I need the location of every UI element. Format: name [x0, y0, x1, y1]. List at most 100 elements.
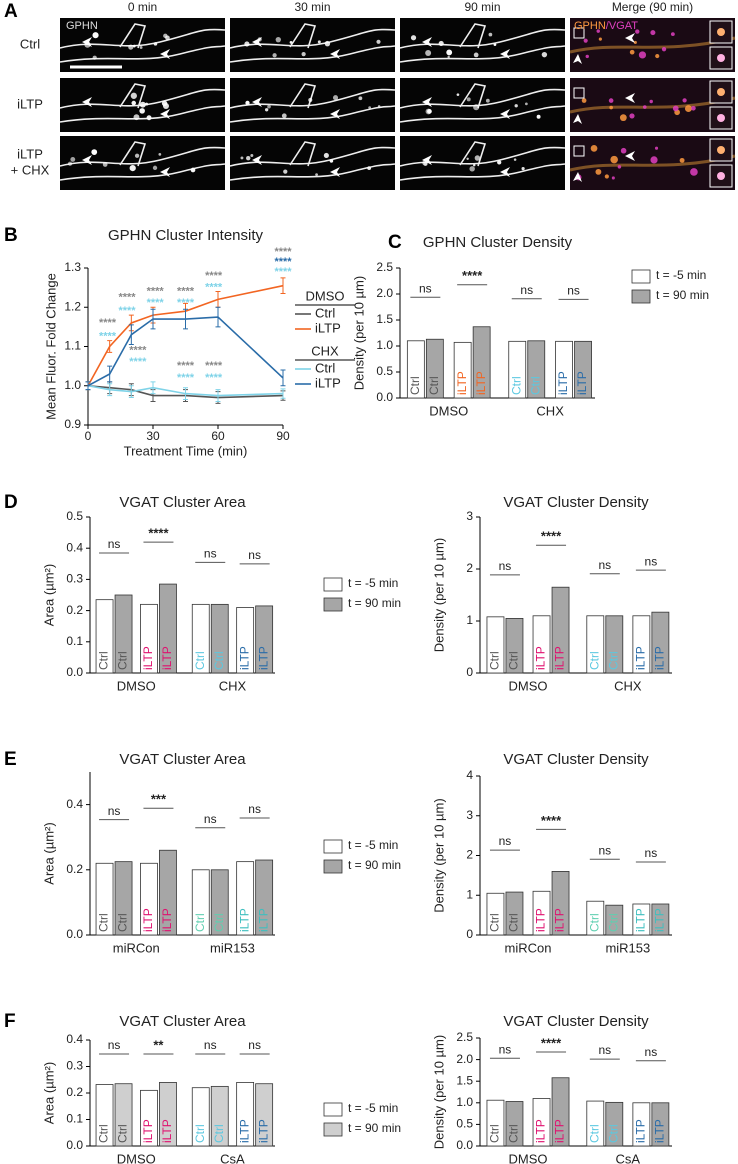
- chart-title: GPHN Cluster Intensity: [108, 227, 264, 244]
- bar: [486, 892, 505, 936]
- legend-swatch: [631, 289, 651, 304]
- row-label: Ctrl: [20, 36, 40, 51]
- category-label: Ctrl: [587, 1124, 601, 1143]
- bar: [486, 616, 505, 674]
- category-label: Ctrl: [97, 651, 111, 670]
- bar: [651, 903, 670, 936]
- puncta: [633, 40, 637, 44]
- chart-title: VGAT Cluster Area: [119, 1013, 246, 1030]
- puncta: [132, 44, 136, 48]
- y-tick-label: 3: [466, 808, 473, 822]
- micrograph: [570, 78, 735, 132]
- chart-title: VGAT Cluster Density: [503, 751, 649, 768]
- puncta: [620, 147, 627, 154]
- y-tick-label: 0: [466, 927, 473, 941]
- puncta: [67, 161, 73, 166]
- category-label: iLTP: [256, 908, 270, 932]
- y-tick-label: 0.0: [376, 390, 393, 404]
- puncta: [376, 39, 381, 44]
- category-label: iLTP: [653, 908, 667, 932]
- legend-swatch: [323, 839, 343, 854]
- bar: [191, 869, 210, 936]
- category-label: Ctrl: [408, 376, 422, 395]
- category-label: iLTP: [237, 646, 251, 670]
- puncta: [130, 92, 137, 99]
- bar: [555, 340, 573, 399]
- arrowhead: [573, 33, 635, 64]
- category-label: iLTP: [160, 908, 174, 932]
- puncta: [473, 163, 476, 167]
- y-tick-label: 0.0: [66, 665, 83, 679]
- puncta: [717, 54, 725, 62]
- y-tick-label: 0.4: [66, 540, 83, 554]
- category-label: Ctrl: [212, 1124, 226, 1143]
- puncta: [619, 114, 627, 122]
- y-tick-label: 4: [466, 768, 473, 782]
- puncta: [264, 108, 269, 112]
- y-tick-label: 0.4: [66, 797, 83, 811]
- significance: ns: [248, 1038, 261, 1052]
- puncta: [323, 152, 329, 159]
- bar: [605, 904, 624, 936]
- bar: [651, 1102, 670, 1147]
- column-header: 90 min: [464, 0, 500, 14]
- bar: [508, 340, 527, 399]
- puncta: [717, 146, 725, 154]
- chart-title: VGAT Cluster Density: [503, 494, 649, 511]
- y-tick-label: 1.0: [456, 1095, 473, 1109]
- y-axis-title: Area (µm²): [41, 1062, 56, 1124]
- category-label: iLTP: [553, 908, 567, 932]
- puncta: [244, 41, 250, 47]
- significance: ****: [99, 331, 117, 343]
- significance: ****: [274, 256, 292, 268]
- category-label: iLTP: [534, 1119, 548, 1143]
- x-tick-label: 0: [85, 429, 92, 443]
- bar: [236, 607, 255, 674]
- bar: [255, 1083, 274, 1147]
- y-tick-label: 1.3: [64, 260, 81, 274]
- legend-swatch: [323, 1102, 343, 1117]
- puncta: [609, 105, 613, 110]
- roi: [573, 145, 585, 157]
- y-tick-label: 1.1: [64, 339, 81, 353]
- panel-label: B: [4, 225, 18, 246]
- bar: [632, 615, 651, 674]
- significance: ****: [462, 268, 483, 283]
- y-tick-label: 1.2: [64, 299, 81, 313]
- significance: ****: [205, 372, 223, 384]
- puncta: [128, 44, 134, 50]
- row-label: iLTP: [17, 146, 43, 161]
- bar: [159, 849, 177, 936]
- puncta: [281, 113, 287, 119]
- series-line: [87, 316, 284, 387]
- puncta: [161, 100, 168, 107]
- bar: [532, 890, 551, 936]
- puncta: [240, 156, 244, 160]
- significance: ns: [204, 547, 217, 561]
- puncta: [358, 96, 363, 101]
- category-label: Ctrl: [606, 651, 620, 670]
- group-label: miR153: [605, 940, 650, 955]
- bar: [140, 862, 158, 936]
- legend-swatch: [323, 1122, 343, 1137]
- group-label: CsA: [616, 1151, 641, 1164]
- panel-label: C: [388, 232, 402, 253]
- category-label: iLTP: [653, 1119, 667, 1143]
- puncta: [267, 104, 271, 109]
- category-label: iLTP: [556, 371, 570, 395]
- merge-channel: /VGAT: [606, 20, 638, 32]
- significance: ****: [274, 246, 292, 258]
- y-tick-label: 0.1: [66, 634, 83, 648]
- group-label: DMSO: [429, 403, 468, 418]
- significance: ns: [598, 558, 611, 572]
- puncta: [595, 168, 602, 175]
- puncta: [661, 47, 667, 52]
- bar: [527, 340, 546, 399]
- y-tick-label: 0.0: [456, 1138, 473, 1152]
- significance: ns: [419, 281, 432, 295]
- category-label: iLTP: [256, 646, 270, 670]
- category-label: Ctrl: [193, 913, 207, 932]
- puncta: [638, 51, 647, 59]
- group-label: miR153: [210, 940, 255, 955]
- puncta: [139, 46, 143, 49]
